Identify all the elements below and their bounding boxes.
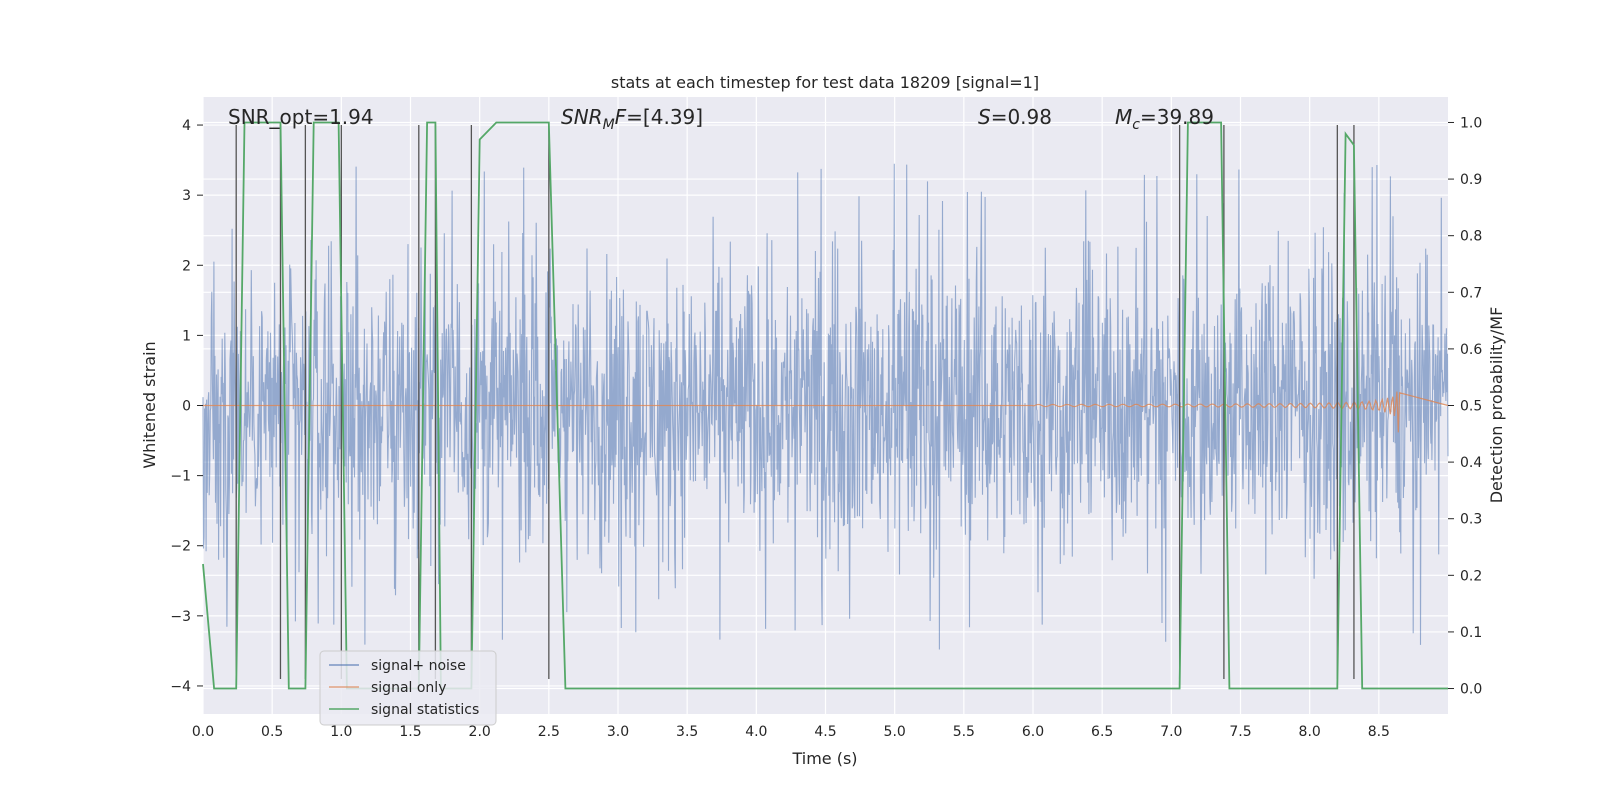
y-tick-label: −3 bbox=[170, 609, 191, 625]
y-tick-labels: −4 −3 −2 −1 0 1 2 3 4 bbox=[170, 118, 203, 695]
y2-tick-label: 1.0 bbox=[1460, 115, 1482, 131]
legend-box bbox=[319, 650, 497, 726]
y-tick-label: −2 bbox=[170, 539, 191, 555]
x-tick-label: 5.5 bbox=[953, 724, 975, 740]
y-tick-label: 4 bbox=[182, 118, 191, 134]
annotation-mc: Mc=39.89 bbox=[1115, 105, 1214, 133]
annotation-snr-mf: SNRMF=[4.39] bbox=[561, 105, 703, 133]
x-tick-label: 6.5 bbox=[1091, 724, 1113, 740]
x-tick-label: 7.0 bbox=[1160, 724, 1182, 740]
chart-title: stats at each timestep for test data 182… bbox=[611, 73, 1039, 92]
x-tick-label: 4.5 bbox=[814, 724, 836, 740]
x-tick-label: 0.5 bbox=[261, 724, 283, 740]
y2-tick-labels: 0.0 0.1 0.2 0.3 0.4 0.5 0.6 0.7 0.8 0.9 1.0 bbox=[1448, 115, 1482, 698]
y2-tick-label: 0.2 bbox=[1460, 568, 1482, 584]
y-tick-label: 0 bbox=[182, 399, 191, 415]
y-tick-label: −1 bbox=[170, 469, 191, 485]
y2-tick-label: 0.0 bbox=[1460, 682, 1482, 698]
x-tick-label: 7.5 bbox=[1229, 724, 1251, 740]
x-tick-label: 8.0 bbox=[1299, 724, 1321, 740]
legend: signal+ noise signal only signal statist… bbox=[319, 650, 497, 726]
y-tick-label: 1 bbox=[182, 328, 191, 344]
mc-value: =39.89 bbox=[1140, 105, 1214, 129]
y2-tick-label: 0.7 bbox=[1460, 285, 1482, 301]
y-axis-label: Whitened strain bbox=[140, 341, 159, 468]
x-tick-label: 5.0 bbox=[884, 724, 906, 740]
signal-noise-line bbox=[202, 163, 1449, 650]
s-value: =0.98 bbox=[991, 105, 1052, 129]
legend-label-signal-only: signal only bbox=[371, 680, 446, 696]
x-tick-label: 2.5 bbox=[538, 724, 560, 740]
mc-subscript: c bbox=[1132, 117, 1140, 133]
x-tick-label: 8.5 bbox=[1368, 724, 1390, 740]
snr-mf-value: =[4.39] bbox=[626, 105, 703, 129]
annotation-snr-opt: SNR_opt=1.94 bbox=[228, 105, 374, 129]
annotation-s: S=0.98 bbox=[978, 105, 1052, 129]
y2-tick-label: 0.1 bbox=[1460, 625, 1482, 641]
x-tick-label: 1.5 bbox=[399, 724, 421, 740]
x-tick-label: 3.0 bbox=[607, 724, 629, 740]
snr-mf-subscript: M bbox=[603, 117, 615, 133]
y2-tick-label: 0.5 bbox=[1460, 399, 1482, 415]
y2-tick-label: 0.3 bbox=[1460, 512, 1482, 528]
legend-label-signal-noise: signal+ noise bbox=[371, 658, 466, 674]
x-tick-label: 0.0 bbox=[192, 724, 214, 740]
x-axis-label: Time (s) bbox=[791, 749, 857, 768]
legend-label-signal-statistics: signal statistics bbox=[371, 702, 479, 718]
signal-only-line bbox=[203, 391, 1449, 433]
y2-axis-label: Detection probability/MF bbox=[1487, 307, 1506, 504]
snr-mf-var: F bbox=[615, 105, 627, 129]
detection-markers bbox=[235, 125, 1355, 679]
x-tick-labels: 0.0 0.5 1.0 1.5 2.0 2.5 3.0 3.5 4.0 4.5 5.0 5.5 6.0 6… bbox=[192, 724, 1390, 740]
s-symbol: S bbox=[978, 105, 991, 129]
x-tick-label: 6.0 bbox=[1022, 724, 1044, 740]
y2-tick-label: 0.4 bbox=[1460, 455, 1482, 471]
x-tick-label: 1.0 bbox=[330, 724, 352, 740]
y2-tick-label: 0.6 bbox=[1460, 342, 1482, 358]
x-tick-label: 3.5 bbox=[676, 724, 698, 740]
signal-only-series bbox=[203, 391, 1449, 433]
signal-noise-series bbox=[202, 163, 1449, 650]
y2-tick-label: 0.8 bbox=[1460, 229, 1482, 245]
snr-mf-symbol: SNR bbox=[561, 105, 603, 129]
x-tick-label: 4.0 bbox=[745, 724, 767, 740]
y-tick-label: 2 bbox=[182, 258, 191, 274]
y-tick-label: −4 bbox=[170, 679, 191, 695]
x-tick-label: 2.0 bbox=[469, 724, 491, 740]
y2-tick-label: 0.9 bbox=[1460, 172, 1482, 188]
y-tick-label: 3 bbox=[182, 188, 191, 204]
mc-symbol: M bbox=[1115, 105, 1132, 129]
